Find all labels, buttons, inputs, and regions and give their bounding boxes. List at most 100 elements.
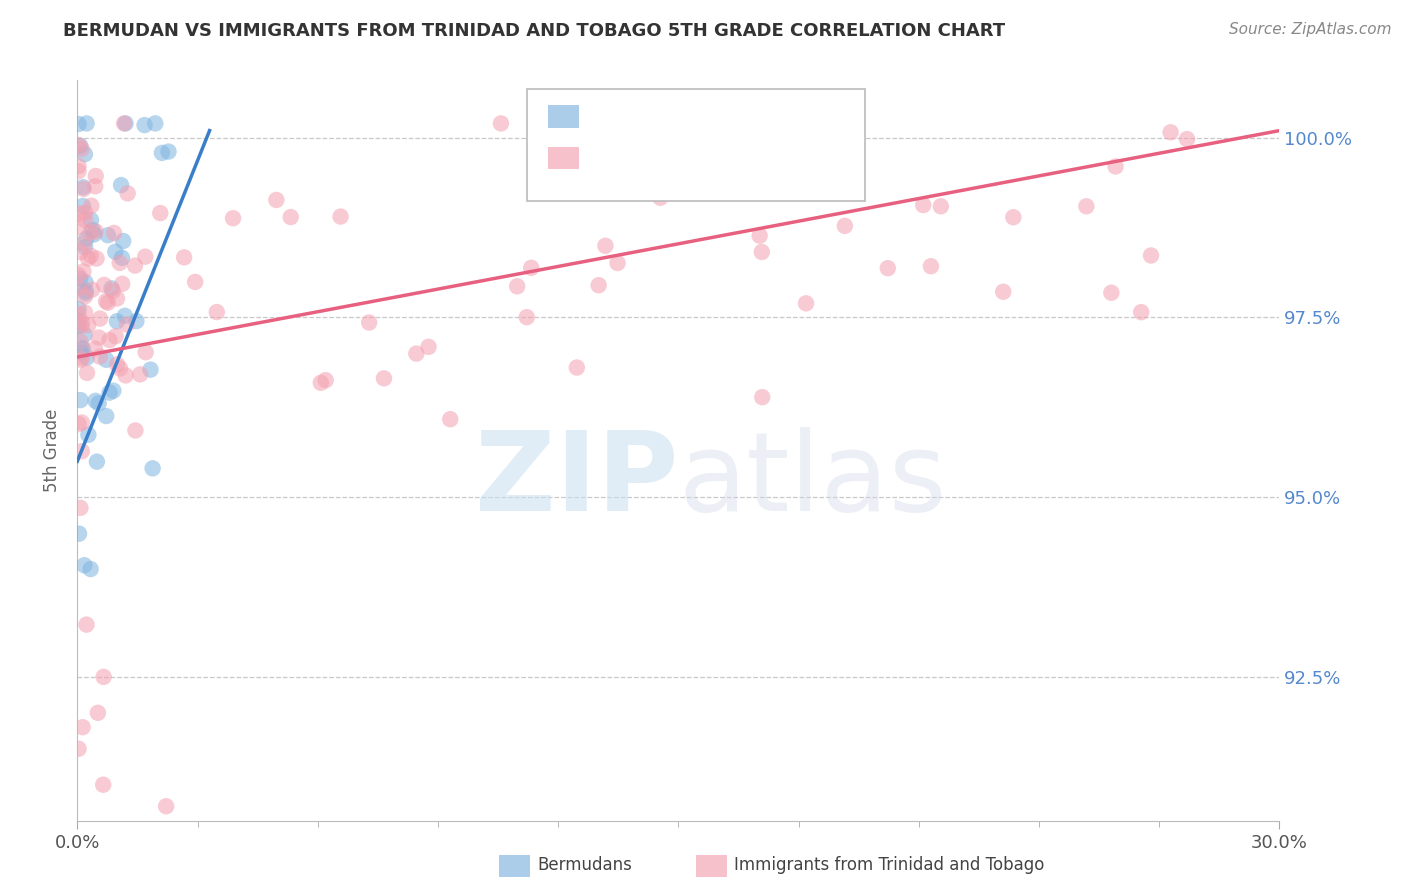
Point (1076, 199, 1098, 213)
Point (114, 368, 136, 383)
Point (86, 455, 108, 469)
Point (86, 252, 108, 266)
Point (1140, 248, 1163, 262)
Point (70, 341, 93, 355)
Text: 0.306: 0.306 (627, 106, 689, 126)
Point (80, 199, 103, 213)
Point (565, 360, 588, 375)
Point (150, 145, 173, 160)
Point (751, 245, 773, 260)
Point (104, 244, 127, 259)
Point (67, 220, 90, 235)
Point (94, 294, 117, 309)
Point (329, 210, 352, 224)
Point (67, 319, 90, 334)
Point (67, 138, 90, 153)
Point (139, 362, 162, 376)
Point (76, 366, 98, 380)
Point (759, 135, 782, 149)
Point (69, 271, 91, 285)
Point (70, 416, 93, 430)
Point (75, 240, 97, 254)
Point (87, 330, 110, 344)
Point (84, 224, 107, 238)
Point (112, 116, 135, 130)
Point (588, 278, 610, 293)
Point (75, 213, 97, 227)
Point (97, 295, 120, 310)
Point (489, 116, 512, 130)
Point (70, 318, 93, 333)
Point (134, 250, 156, 264)
Point (97, 228, 120, 243)
Point (73, 327, 96, 342)
Point (69, 500, 91, 515)
Point (67, 526, 90, 541)
Point (76, 116, 98, 130)
Point (75, 232, 97, 246)
Point (67, 741, 90, 756)
Point (79, 226, 101, 240)
Point (67, 417, 90, 431)
Point (72, 182, 94, 196)
Point (929, 199, 952, 213)
Point (506, 279, 529, 293)
Point (67, 117, 90, 131)
Point (114, 309, 136, 323)
Text: Immigrants from Trinidad and Tobago: Immigrants from Trinidad and Tobago (734, 856, 1045, 874)
Point (72, 264, 94, 278)
Point (315, 373, 337, 387)
Point (75, 275, 97, 289)
Point (115, 318, 138, 332)
Point (114, 116, 136, 130)
Point (222, 211, 245, 226)
Point (67, 159, 90, 173)
Text: Source: ZipAtlas.com: Source: ZipAtlas.com (1229, 22, 1392, 37)
Point (405, 346, 427, 360)
Point (751, 390, 773, 404)
Point (810, 116, 832, 130)
Point (82, 223, 104, 237)
Point (76, 351, 98, 365)
Point (96, 352, 118, 367)
Point (876, 261, 898, 276)
Text: 51: 51 (717, 106, 744, 126)
Point (124, 259, 146, 273)
Point (748, 228, 770, 243)
Point (125, 314, 148, 328)
Point (1175, 132, 1198, 146)
Point (108, 361, 131, 376)
Text: ZIP: ZIP (475, 426, 679, 533)
Point (155, 799, 177, 814)
Point (79, 562, 101, 576)
Point (359, 316, 381, 330)
Point (1002, 211, 1025, 225)
Text: BERMUDAN VS IMMIGRANTS FROM TRINIDAD AND TOBAGO 5TH GRADE CORRELATION CHART: BERMUDAN VS IMMIGRANTS FROM TRINIDAD AND… (63, 22, 1005, 40)
Point (77, 252, 100, 266)
Point (73, 236, 96, 251)
Point (73, 147, 96, 161)
Point (520, 260, 543, 275)
Point (817, 159, 839, 173)
Text: 114: 114 (717, 149, 758, 169)
Point (103, 226, 125, 240)
Point (117, 186, 139, 201)
Point (98, 333, 121, 347)
Point (110, 178, 132, 193)
Point (142, 461, 165, 475)
Point (67, 206, 90, 220)
Point (595, 239, 617, 253)
Point (135, 345, 157, 359)
Point (834, 219, 856, 233)
Point (373, 371, 395, 385)
Point (184, 275, 207, 289)
Point (205, 305, 228, 319)
Point (143, 116, 166, 130)
Point (1104, 160, 1126, 174)
Point (69, 352, 91, 367)
Point (112, 234, 135, 248)
Point (266, 193, 288, 207)
Point (134, 118, 156, 132)
Point (75, 284, 97, 298)
Point (1130, 305, 1153, 319)
